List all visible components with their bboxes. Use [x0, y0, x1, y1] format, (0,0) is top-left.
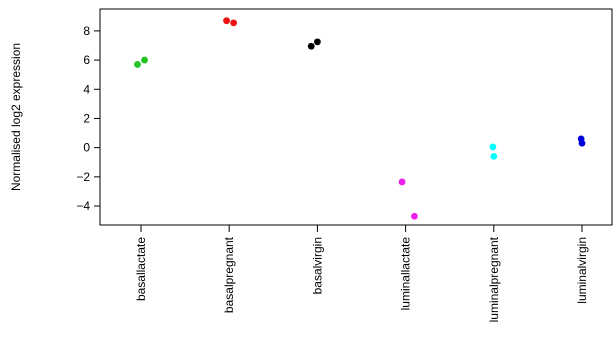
y-tick-label: 2: [83, 111, 90, 125]
y-axis-title: Normalised log2 expression: [9, 43, 23, 191]
data-point-luminalpregnant-1: [489, 143, 497, 151]
y-tick-label: 4: [83, 82, 90, 96]
data-point-basallactate-2: [141, 56, 148, 64]
x-axis: basallactate basalpregnant basalvirgin lumi…: [134, 225, 589, 322]
data-point-basalvirgin-1: [307, 42, 315, 50]
data-point-luminallactate-2: [411, 212, 418, 220]
x-tick-label-basalvirgin: basalvirgin: [310, 237, 324, 294]
x-tick-label-basalpregnant: basalpregnant: [222, 236, 236, 313]
data-point-luminalpregnant-2: [490, 153, 498, 160]
x-tick-label-luminalpregnant: luminalpregnant: [487, 236, 501, 322]
y-tick-label: 0: [83, 141, 90, 155]
data-point-basallactate-1: [134, 61, 141, 68]
plot-frame: [99, 8, 613, 226]
y-tick-label: −4: [76, 199, 90, 213]
data-point-basalpregnant-1: [223, 17, 230, 25]
data-point-basalvirgin-2: [314, 38, 321, 46]
data-point-luminalvirgin-2: [578, 139, 586, 147]
x-tick-label-luminalvirgin: luminalvirgin: [575, 237, 589, 304]
data-point-basalpregnant-2: [230, 19, 238, 27]
data-point-luminallactate-1: [398, 178, 406, 186]
y-tick-label: −2: [76, 170, 90, 184]
data-points: [134, 17, 586, 220]
y-tick-label: 6: [83, 53, 90, 67]
x-tick-label-luminallactate: luminallactate: [399, 237, 413, 311]
y-axis: 8 6 4 2 0 −2 −4: [76, 24, 100, 213]
y-tick-label: 8: [83, 24, 90, 38]
x-tick-label-basallactate: basallactate: [134, 237, 148, 301]
